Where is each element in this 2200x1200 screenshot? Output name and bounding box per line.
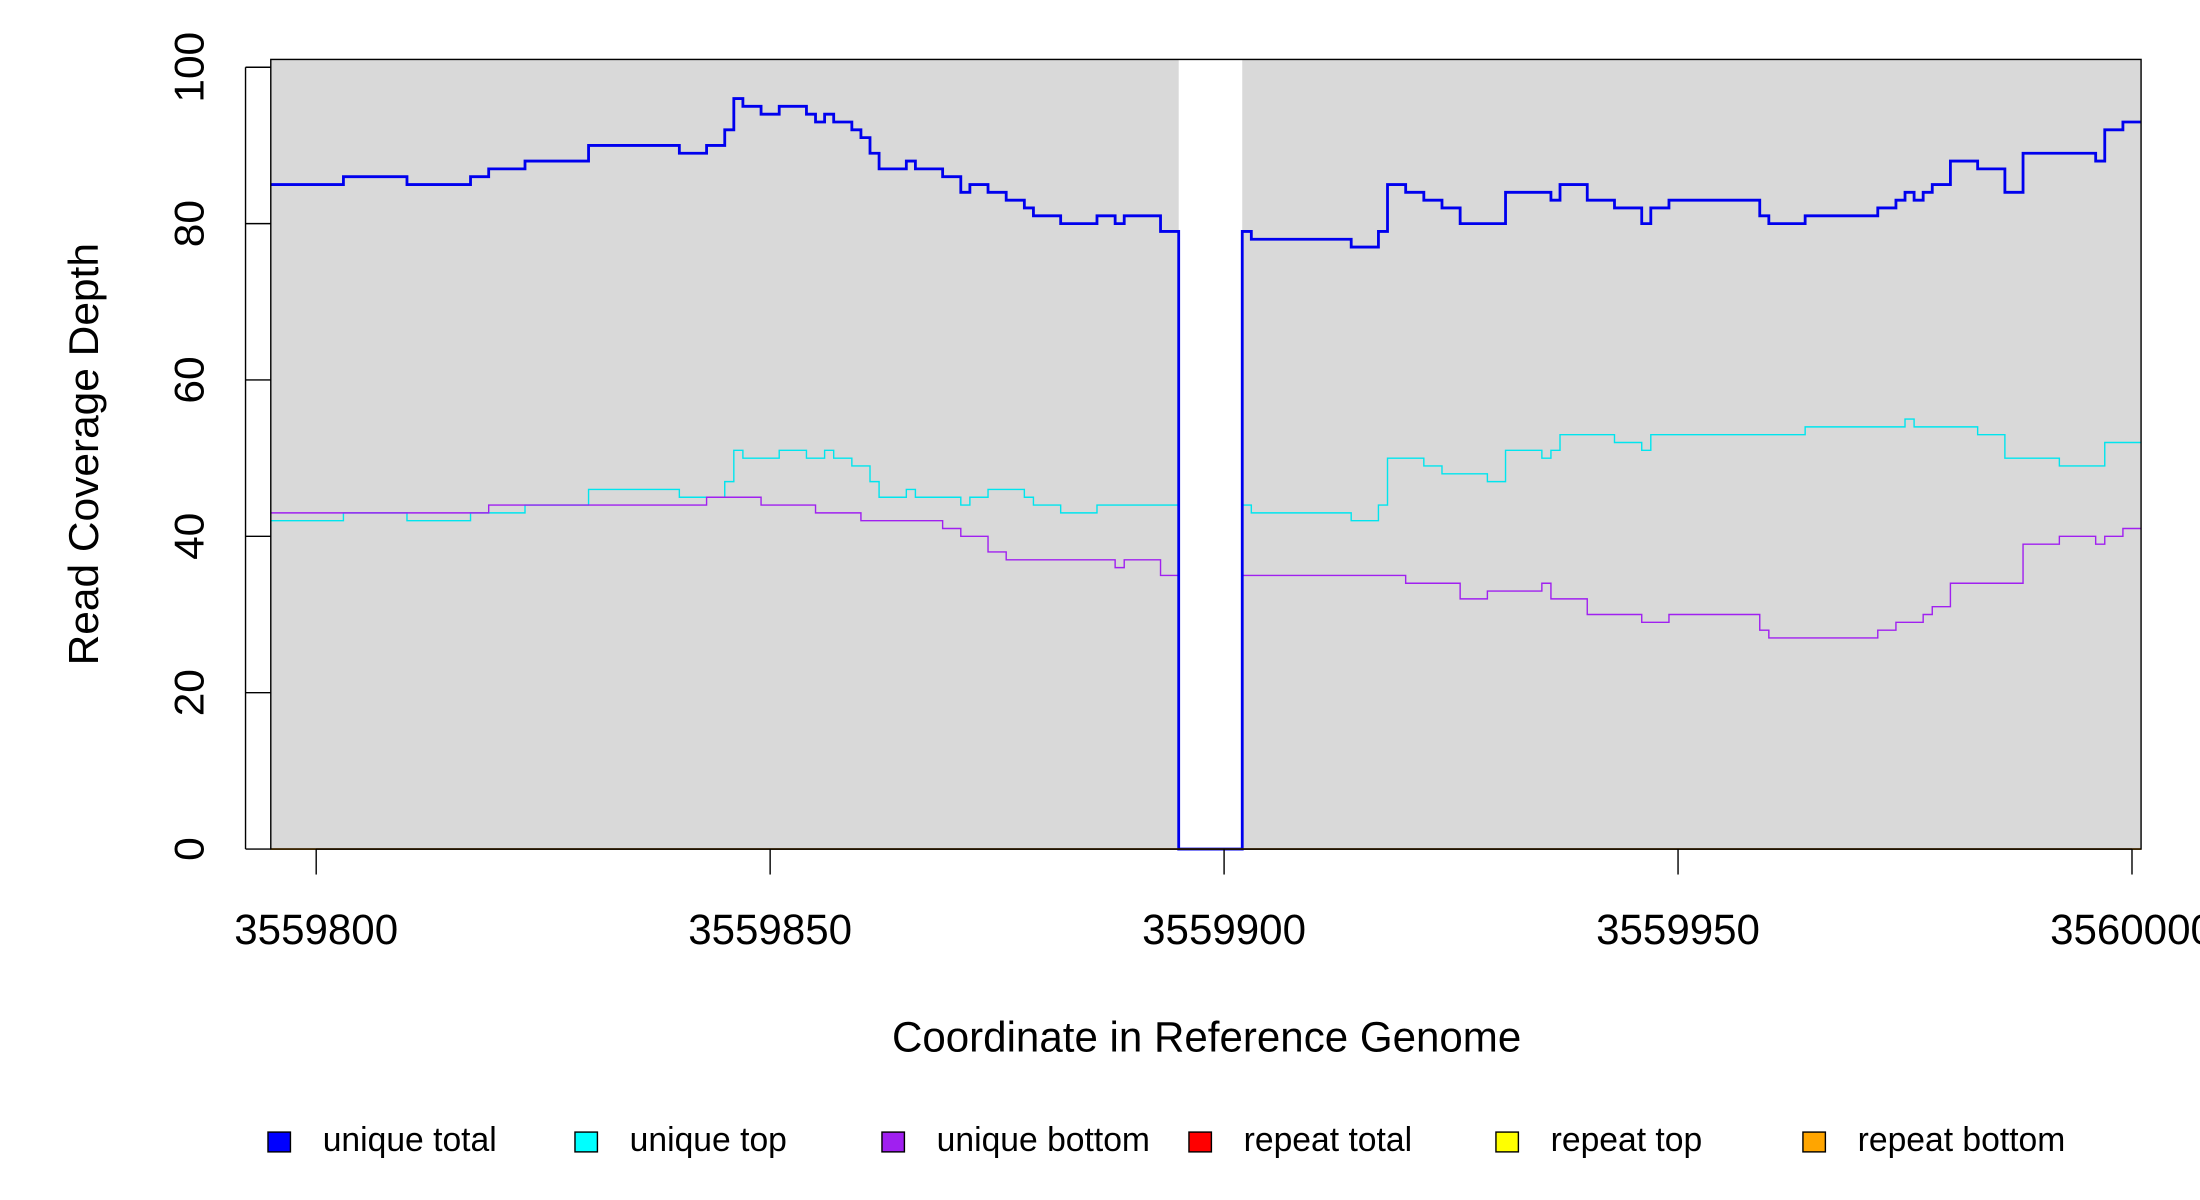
legend-label: repeat top [1551, 1121, 1703, 1159]
x-tick-label: 3559800 [234, 906, 398, 953]
x-tick-label: 3559950 [1596, 906, 1760, 953]
legend-label: repeat total [1244, 1121, 1412, 1159]
x-tick-label: 3559900 [1142, 906, 1306, 953]
y-tick-label: 60 [166, 356, 213, 403]
unshaded-region [1178, 59, 1243, 850]
y-tick-label: 20 [166, 669, 213, 716]
legend-swatch [881, 1131, 906, 1153]
y-axis-label: Read Coverage Depth [60, 243, 107, 665]
y-tick-label: 80 [166, 200, 213, 247]
y-tick-label: 40 [166, 513, 213, 560]
legend-swatch [1802, 1131, 1827, 1153]
legend-swatch [1495, 1131, 1520, 1153]
x-tick-label: 3560000 [2050, 906, 2200, 953]
x-axis-label: Coordinate in Reference Genome [892, 1013, 1521, 1060]
legend-swatch [574, 1131, 599, 1153]
legend-label: repeat bottom [1858, 1121, 2066, 1159]
legend-label: unique top [630, 1121, 787, 1159]
legend-label: unique bottom [937, 1121, 1150, 1159]
legend-swatch [267, 1131, 292, 1153]
legend-label: unique total [323, 1121, 497, 1159]
step-line [270, 97, 2142, 851]
y-tick-label: 100 [166, 32, 213, 103]
step-line [270, 418, 2142, 850]
x-tick-label: 3559850 [688, 906, 852, 953]
legend-swatch [1188, 1131, 1213, 1153]
step-line [270, 496, 2142, 850]
y-tick-label: 0 [166, 837, 213, 861]
